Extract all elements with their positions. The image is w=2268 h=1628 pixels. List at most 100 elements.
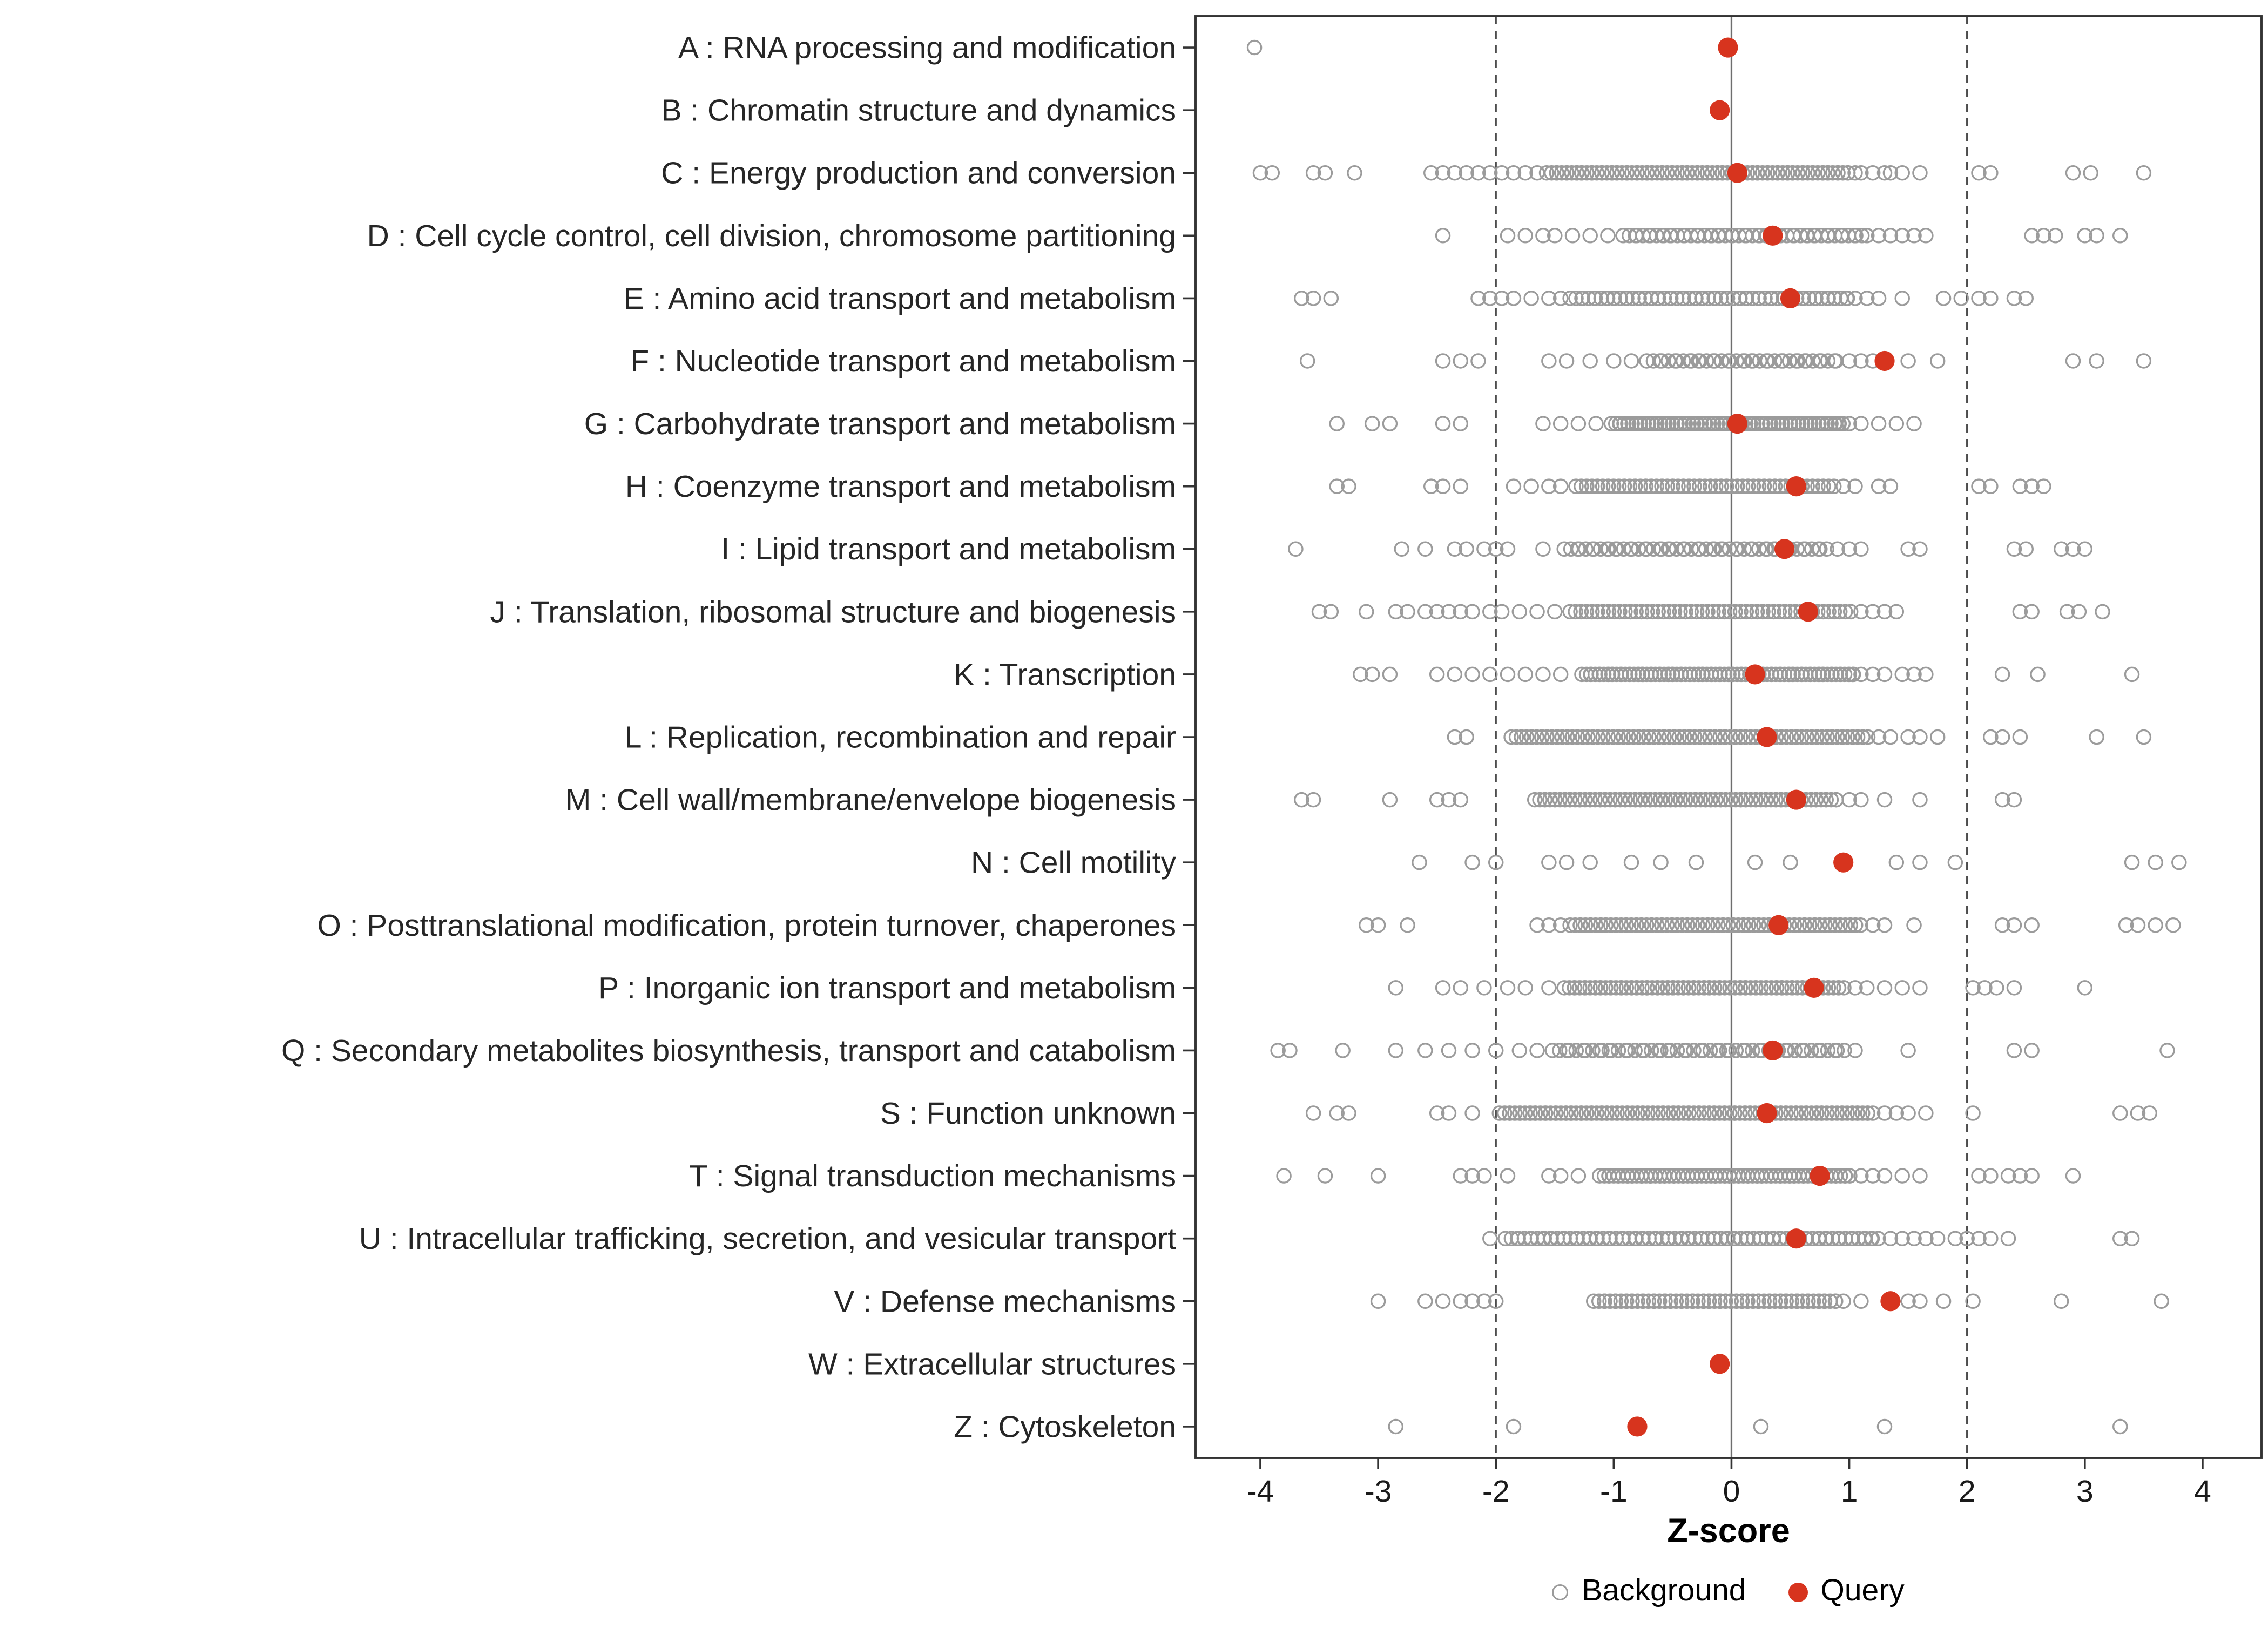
background-point — [1637, 792, 1653, 808]
background-point — [2018, 291, 2034, 306]
background-point — [1665, 478, 1680, 494]
background-point — [1615, 729, 1631, 745]
category-axis-label: N : Cell motility — [971, 846, 1177, 880]
background-point — [1388, 604, 1404, 620]
background-point — [1877, 165, 1893, 181]
background-point — [1364, 666, 1380, 683]
background-point — [1282, 1043, 1298, 1058]
legend-entry-query: Query — [1788, 1575, 1905, 1610]
background-point — [1745, 291, 1760, 306]
background-point — [1661, 729, 1677, 745]
background-point — [1738, 604, 1754, 620]
background-point — [1568, 291, 1584, 306]
background-point — [1736, 541, 1752, 557]
background-point — [1663, 1293, 1679, 1309]
background-point — [1767, 478, 1783, 494]
background-point — [1782, 604, 1798, 620]
background-point — [1574, 1105, 1589, 1121]
background-point — [1572, 917, 1588, 933]
background-point — [1631, 291, 1647, 306]
background-point — [1705, 416, 1721, 431]
background-point — [1590, 604, 1605, 620]
x-tick-label: -3 — [1365, 1474, 1392, 1509]
background-point — [1817, 1293, 1833, 1309]
background-point — [1568, 1105, 1584, 1121]
background-point — [1912, 854, 1928, 870]
background-point — [1459, 541, 1474, 557]
background-point — [2065, 1168, 2081, 1184]
background-point — [1761, 478, 1778, 494]
background-point — [1717, 980, 1733, 996]
background-point — [1435, 228, 1451, 244]
background-point — [1676, 478, 1691, 494]
background-point — [1697, 478, 1713, 494]
background-point — [1720, 917, 1736, 933]
background-point — [1507, 1105, 1523, 1121]
background-point — [1786, 416, 1803, 431]
x-axis-title: Z-score — [1667, 1513, 1790, 1550]
background-point — [1860, 729, 1876, 745]
background-point — [1429, 666, 1445, 683]
background-point — [1837, 1043, 1852, 1058]
background-point — [1805, 165, 1821, 181]
background-point — [1683, 604, 1699, 620]
background-point — [1830, 729, 1845, 745]
background-point — [1464, 1168, 1480, 1184]
background-point — [1453, 416, 1469, 431]
background-point — [1853, 666, 1869, 683]
background-point — [1453, 1168, 1469, 1184]
query-point — [1810, 1166, 1830, 1186]
background-point — [1837, 666, 1853, 683]
background-point — [1681, 416, 1697, 431]
query-point — [1727, 413, 1747, 434]
background-point — [2012, 729, 2028, 745]
background-point — [1743, 792, 1759, 808]
background-point — [2112, 1105, 2128, 1121]
background-point — [1482, 666, 1498, 683]
legend-label-query: Query — [1820, 1575, 1905, 1609]
x-tick-label: -4 — [1247, 1474, 1274, 1509]
background-point — [1826, 980, 1841, 996]
background-point — [1853, 792, 1869, 808]
background-point — [1689, 604, 1705, 620]
background-point — [1831, 980, 1847, 996]
background-point — [1388, 1043, 1404, 1058]
background-point — [1819, 541, 1834, 557]
background-point — [1729, 1293, 1744, 1309]
background-point — [1588, 917, 1604, 933]
background-point — [1686, 478, 1702, 494]
background-point — [1305, 792, 1321, 808]
category-axis-label: Z : Cytoskeleton — [954, 1409, 1176, 1444]
background-point — [1707, 792, 1724, 808]
background-point — [1918, 666, 1934, 683]
background-point — [1712, 1043, 1727, 1058]
background-point — [1769, 980, 1785, 996]
background-point — [1589, 1105, 1605, 1121]
background-point — [1608, 416, 1624, 431]
background-point — [1595, 604, 1611, 620]
background-point — [1745, 478, 1761, 494]
background-point — [1552, 666, 1569, 683]
background-point — [1547, 792, 1563, 808]
background-point — [1804, 541, 1820, 557]
background-point — [1835, 1293, 1851, 1309]
background-point — [1586, 1293, 1602, 1309]
background-point — [1435, 353, 1451, 369]
background-point — [1802, 416, 1818, 431]
background-point — [1636, 416, 1652, 431]
background-point — [1323, 604, 1339, 620]
background-point — [1529, 604, 1545, 620]
background-point — [1634, 165, 1650, 181]
background-point — [1663, 792, 1678, 808]
background-point — [1537, 1105, 1554, 1121]
background-point — [1645, 1105, 1661, 1121]
category-axis-label: V : Defense mechanisms — [834, 1284, 1176, 1319]
background-point — [1782, 416, 1798, 431]
query-point — [1798, 602, 1818, 622]
background-point — [1777, 604, 1793, 620]
background-point — [1651, 729, 1667, 745]
category-axis-label: H : Coenzyme transport and metabolism — [625, 469, 1176, 504]
background-point — [1288, 541, 1304, 557]
query-point — [1774, 539, 1795, 559]
background-point — [1758, 416, 1774, 431]
